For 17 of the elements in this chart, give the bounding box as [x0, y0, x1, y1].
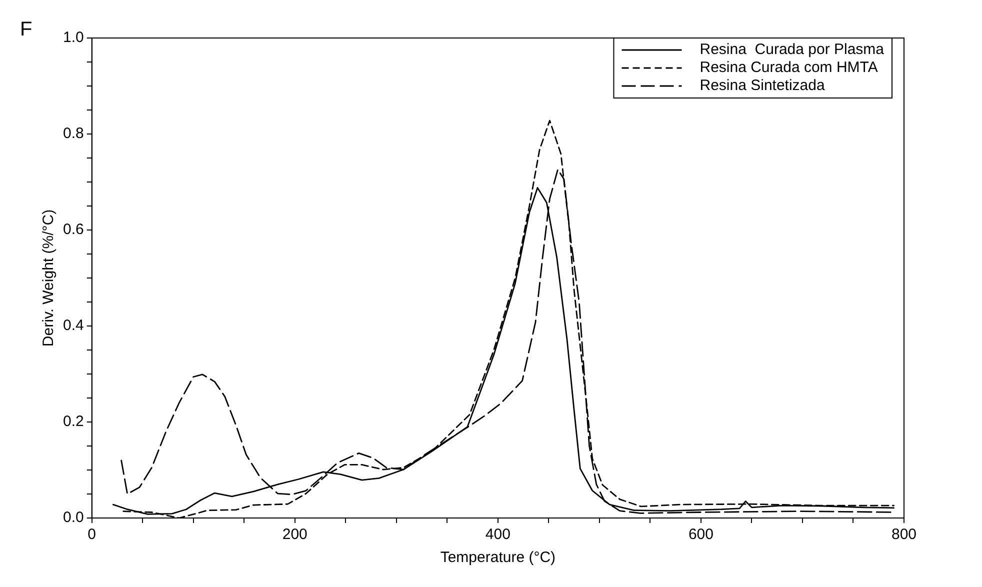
x-tick-label: 400: [485, 526, 510, 544]
x-tick-label: 600: [688, 526, 714, 544]
y-tick-label: 0.4: [62, 317, 84, 334]
y-tick-label: 0.0: [62, 509, 84, 526]
y-tick-label: 1.0: [62, 29, 84, 46]
legend-label: Resina Curada com HMTA: [700, 59, 878, 76]
x-tick-label: 200: [282, 526, 308, 544]
x-axis-title: Temperature (°C): [440, 549, 556, 566]
x-tick-label: 800: [891, 526, 917, 544]
y-tick-label: 0.8: [62, 125, 84, 142]
y-tick-label: 0.2: [62, 413, 84, 430]
legend-label: Resina Curada por Plasma: [700, 41, 885, 58]
text: F: [20, 18, 32, 41]
y-tick-label: 0.6: [62, 221, 84, 238]
y-axis-title: Deriv. Weight (%/°C): [40, 209, 58, 347]
x-tick-label: 0: [88, 526, 96, 544]
legend-label: Resina Sintetizada: [700, 77, 826, 94]
